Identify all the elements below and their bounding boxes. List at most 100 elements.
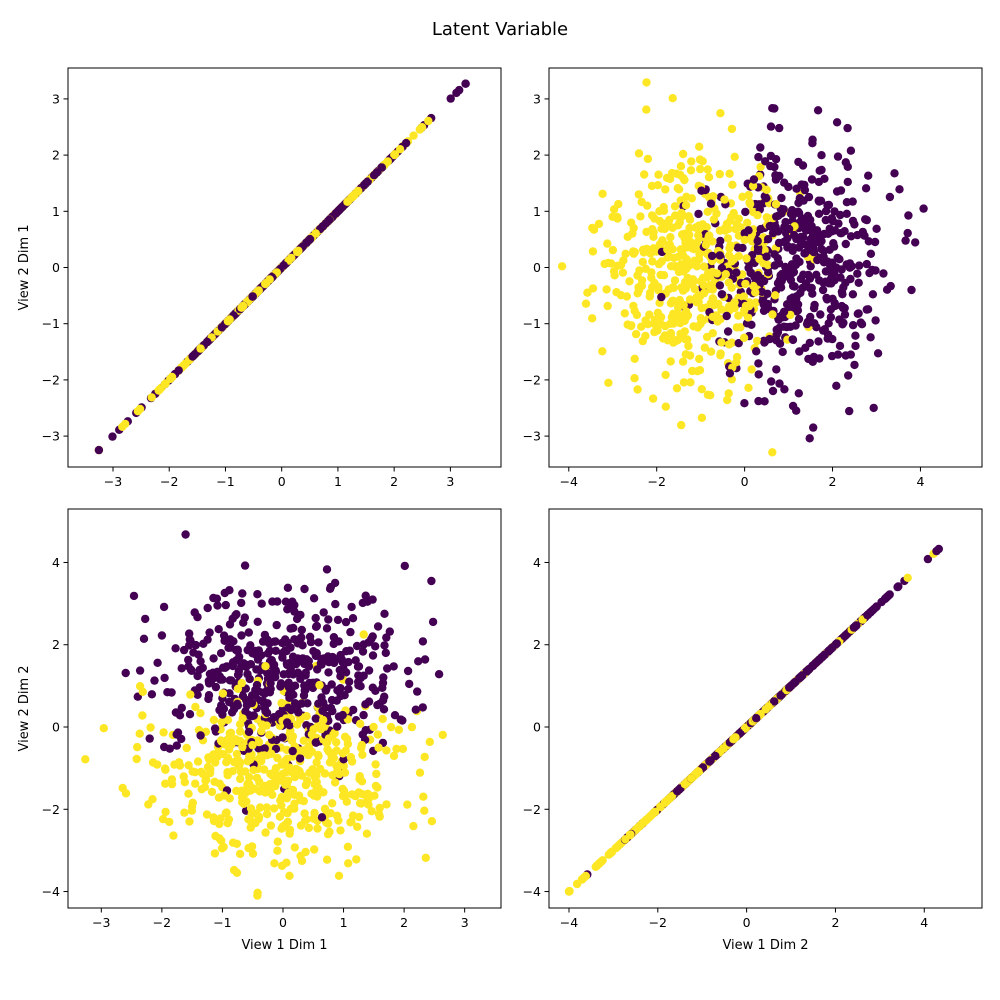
data-point-class-1 bbox=[218, 689, 228, 698]
data-point-class-1 bbox=[620, 309, 629, 318]
data-point-class-0 bbox=[193, 690, 202, 699]
data-point-class-0 bbox=[172, 741, 181, 750]
data-point-class-1 bbox=[133, 407, 143, 416]
data-point-class-1 bbox=[311, 229, 320, 238]
data-point-class-0 bbox=[333, 722, 342, 731]
data-point-class-1 bbox=[679, 174, 688, 183]
data-point-class-0 bbox=[789, 267, 799, 277]
data-point-class-1 bbox=[409, 821, 418, 831]
data-point-class-0 bbox=[816, 310, 825, 319]
y-tick-label: 3 bbox=[533, 91, 541, 106]
data-point-class-1 bbox=[419, 792, 428, 801]
data-point-class-0 bbox=[810, 319, 819, 328]
data-point-class-0 bbox=[862, 215, 871, 225]
data-point-class-1 bbox=[215, 834, 224, 843]
data-point-class-0 bbox=[248, 649, 257, 658]
x-tick-label: −2 bbox=[647, 474, 665, 489]
data-point-class-1 bbox=[118, 783, 127, 793]
data-point-class-0 bbox=[322, 684, 331, 694]
data-point-class-0 bbox=[305, 234, 315, 244]
data-point-class-1 bbox=[677, 208, 686, 218]
data-point-class-0 bbox=[380, 641, 389, 650]
x-axis-label: View 1 Dim 2 bbox=[722, 938, 808, 953]
data-point-class-1 bbox=[612, 288, 621, 297]
data-point-class-0 bbox=[352, 641, 362, 651]
y-tick-label: −2 bbox=[523, 802, 541, 817]
data-point-class-0 bbox=[744, 226, 753, 235]
data-point-class-0 bbox=[772, 365, 781, 374]
data-point-class-0 bbox=[740, 399, 749, 408]
data-point-class-0 bbox=[851, 341, 860, 351]
data-point-class-0 bbox=[840, 303, 849, 313]
data-point-class-0 bbox=[820, 174, 829, 183]
data-point-class-1 bbox=[603, 239, 612, 248]
data-point-class-0 bbox=[795, 194, 804, 203]
data-point-class-0 bbox=[772, 330, 781, 340]
data-point-class-0 bbox=[382, 633, 391, 642]
data-point-class-0 bbox=[160, 742, 169, 752]
data-point-class-1 bbox=[597, 857, 606, 866]
data-point-class-0 bbox=[831, 301, 840, 311]
data-point-class-1 bbox=[238, 742, 247, 752]
data-point-class-1 bbox=[344, 859, 353, 868]
data-point-class-0 bbox=[767, 377, 776, 386]
data-point-class-1 bbox=[716, 351, 725, 360]
data-point-class-0 bbox=[318, 222, 327, 231]
data-point-class-0 bbox=[694, 209, 703, 219]
y-tick-label: 0 bbox=[52, 720, 60, 735]
data-point-class-0 bbox=[281, 635, 290, 644]
data-point-class-1 bbox=[316, 764, 325, 774]
data-point-class-0 bbox=[225, 620, 235, 629]
data-point-class-1 bbox=[709, 192, 718, 201]
data-point-class-0 bbox=[830, 207, 839, 216]
data-point-class-0 bbox=[791, 677, 800, 686]
data-point-class-0 bbox=[317, 813, 327, 822]
data-point-class-1 bbox=[700, 262, 709, 271]
data-point-class-1 bbox=[645, 292, 654, 301]
data-point-class-0 bbox=[290, 607, 299, 616]
data-point-class-1 bbox=[285, 871, 294, 880]
data-point-class-0 bbox=[269, 713, 279, 722]
data-point-class-0 bbox=[833, 152, 843, 161]
data-point-class-1 bbox=[334, 871, 344, 880]
data-point-class-0 bbox=[860, 231, 869, 240]
y-tick-label: 2 bbox=[52, 637, 60, 652]
data-point-class-0 bbox=[843, 162, 852, 171]
data-point-class-1 bbox=[747, 365, 756, 374]
data-point-class-1 bbox=[342, 797, 351, 806]
data-point-class-0 bbox=[237, 598, 246, 608]
data-point-class-1 bbox=[180, 808, 189, 817]
subplot-top-right: −4 −2 0 2 4 −3 −2 −1 0 1 2 3 bbox=[523, 67, 983, 489]
data-point-class-0 bbox=[832, 263, 841, 272]
data-point-class-0 bbox=[377, 163, 386, 172]
data-point-class-0 bbox=[228, 658, 238, 667]
data-point-class-1 bbox=[625, 277, 634, 286]
data-point-class-1 bbox=[654, 170, 663, 179]
y-tick-label: 4 bbox=[533, 555, 541, 570]
data-point-class-0 bbox=[817, 151, 826, 160]
data-point-class-0 bbox=[325, 215, 334, 225]
data-point-class-0 bbox=[775, 379, 784, 388]
data-point-class-0 bbox=[396, 715, 405, 724]
data-point-class-0 bbox=[309, 594, 319, 603]
data-point-class-0 bbox=[760, 397, 769, 406]
data-point-class-1 bbox=[257, 726, 266, 736]
data-point-class-0 bbox=[171, 708, 181, 717]
y-tick-label: 2 bbox=[533, 637, 541, 652]
x-tick-label: −2 bbox=[160, 474, 178, 489]
data-point-class-0 bbox=[276, 682, 285, 691]
data-point-class-0 bbox=[895, 185, 904, 194]
data-point-class-1 bbox=[312, 758, 321, 767]
data-point-class-1 bbox=[184, 761, 193, 770]
data-point-class-0 bbox=[788, 335, 797, 344]
data-point-class-0 bbox=[776, 283, 786, 292]
data-point-class-0 bbox=[411, 705, 420, 714]
data-point-class-1 bbox=[685, 351, 695, 360]
y-tick-label: 4 bbox=[52, 555, 60, 570]
data-point-class-0 bbox=[849, 623, 859, 632]
data-point-class-1 bbox=[682, 257, 691, 267]
data-point-class-0 bbox=[846, 146, 856, 155]
data-point-class-0 bbox=[248, 292, 257, 301]
data-point-class-1 bbox=[635, 266, 644, 275]
